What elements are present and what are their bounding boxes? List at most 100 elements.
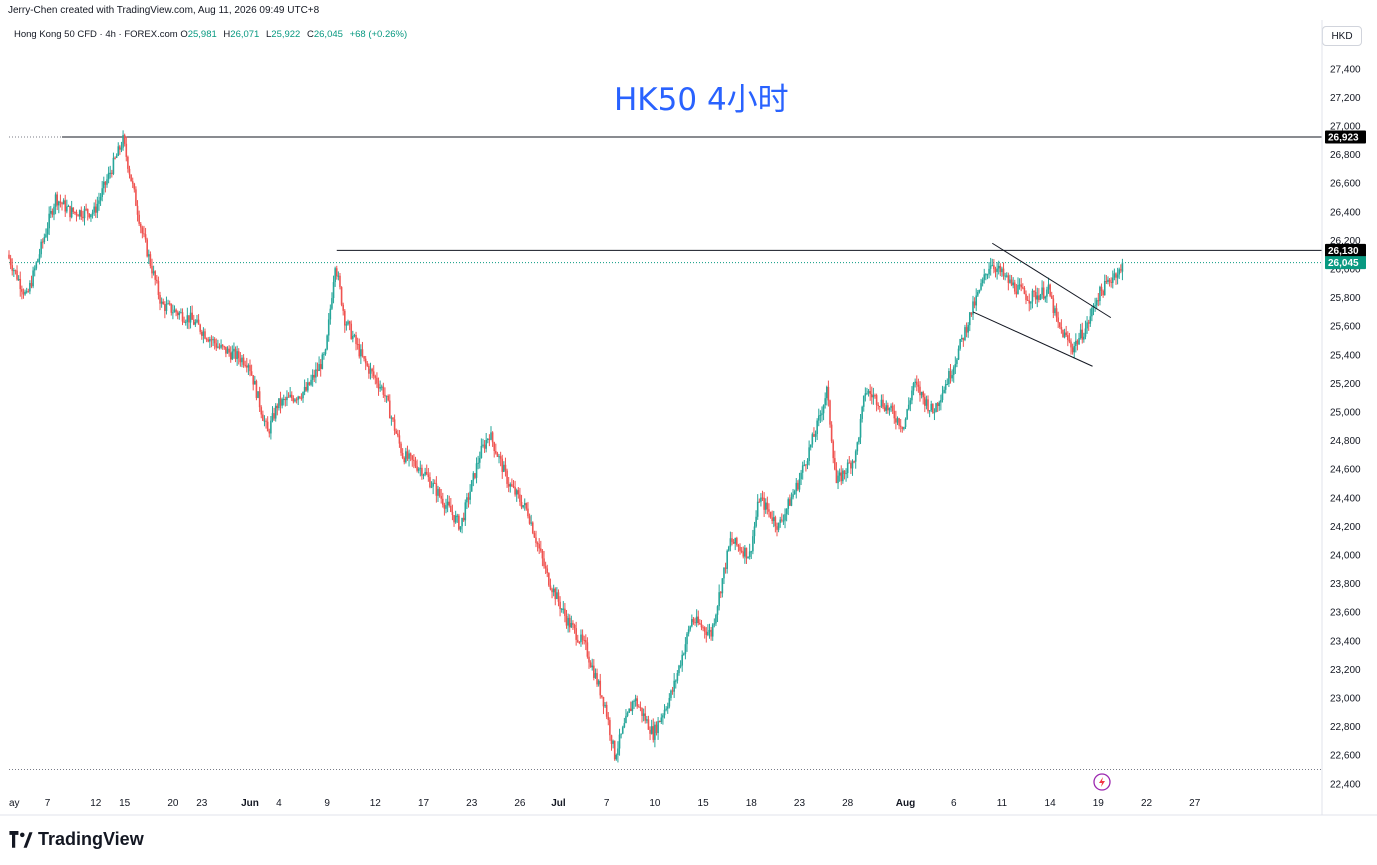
candle-body	[1070, 341, 1072, 348]
candle-body	[560, 608, 563, 610]
candle-body	[612, 740, 614, 744]
candle-body	[1023, 287, 1026, 294]
candle-body	[543, 558, 545, 567]
candle-body	[348, 321, 351, 324]
candle-body	[498, 456, 500, 458]
candle-body	[1103, 281, 1106, 296]
price-label-box	[1325, 256, 1366, 270]
candle-body	[907, 404, 910, 410]
candle-body	[666, 706, 669, 709]
candle-body	[270, 420, 272, 434]
candle-body	[556, 592, 558, 600]
candle-body	[462, 517, 465, 521]
candle-body	[323, 354, 325, 356]
candle-body	[893, 410, 896, 419]
candle-body	[392, 417, 394, 420]
candle-body	[769, 511, 772, 518]
candle-body	[623, 723, 626, 728]
candle-body	[684, 644, 687, 654]
candle-body	[742, 551, 745, 557]
candle-body	[654, 724, 656, 740]
candle-body	[721, 578, 724, 594]
candle-body	[673, 680, 675, 692]
candle-body	[732, 542, 735, 544]
candle-body	[715, 614, 717, 624]
candle-body	[335, 268, 338, 277]
candle-body	[138, 214, 140, 224]
candle-body	[933, 412, 936, 414]
candle-body	[289, 394, 291, 397]
candle-body	[292, 398, 295, 402]
candle-body	[337, 275, 340, 277]
candle-body	[225, 346, 227, 354]
candle-body	[83, 208, 86, 219]
candle-body	[315, 369, 317, 378]
candle-body	[233, 348, 235, 352]
candle-body	[597, 680, 600, 685]
candle-body	[1028, 300, 1031, 304]
brand-name: TradingView	[38, 829, 144, 849]
candle-body	[242, 357, 245, 365]
candle-body	[1058, 322, 1061, 328]
candle-body	[32, 270, 34, 287]
candle-body	[467, 497, 470, 500]
candle-body	[192, 319, 195, 325]
candle-body	[914, 381, 916, 383]
candle-body	[297, 396, 299, 400]
candle-body	[342, 304, 344, 311]
candle-body	[271, 413, 274, 421]
candle-body	[610, 735, 613, 744]
candle-body	[175, 309, 177, 313]
candle-body	[967, 325, 969, 333]
candle-body	[319, 364, 322, 369]
candle-body	[263, 420, 266, 422]
candle-body	[247, 365, 250, 368]
candle-body	[527, 508, 529, 517]
candle-body	[257, 391, 259, 398]
candle-body	[609, 720, 611, 736]
tradingview-logo[interactable]: TradingView	[8, 829, 144, 850]
candle-body	[548, 573, 550, 586]
candle-body	[615, 754, 618, 760]
candle-body	[82, 216, 84, 219]
change-value: +68 (+0.26%)	[349, 29, 408, 40]
candle-body	[564, 608, 566, 617]
candle-body	[429, 477, 431, 488]
candle-body	[490, 432, 492, 440]
candle-body	[157, 280, 160, 295]
price-tick-label: 27,200	[1330, 93, 1361, 104]
candle-body	[646, 719, 648, 721]
open-value: 25,981	[187, 29, 217, 40]
candle-body	[813, 434, 815, 437]
candle-body	[750, 551, 753, 553]
candle-body	[183, 321, 185, 323]
candle-body	[904, 419, 907, 427]
candle-body	[413, 459, 415, 461]
candle-body	[686, 633, 688, 645]
candle-body	[898, 418, 900, 426]
candle-body	[74, 211, 76, 213]
candle-body	[710, 629, 712, 637]
trendlines	[972, 242, 1112, 367]
candle-body	[1079, 329, 1082, 339]
candle-body	[231, 351, 234, 360]
candle-body	[948, 371, 950, 385]
candle-body	[77, 215, 79, 217]
candle-body	[531, 522, 534, 534]
candle-body	[938, 402, 941, 407]
candle-body	[371, 368, 373, 372]
candle-body	[451, 511, 454, 516]
candle-body	[882, 399, 884, 408]
candle-body	[464, 502, 467, 521]
candle-body	[311, 374, 314, 380]
candle-body	[321, 354, 324, 369]
candle-body	[949, 371, 952, 379]
candle-body	[764, 502, 767, 510]
candle-body	[393, 419, 396, 431]
candle-body	[88, 213, 91, 218]
candle-body	[1012, 282, 1014, 286]
candle-body	[419, 467, 422, 469]
price-label-text: 26,045	[1328, 258, 1359, 269]
